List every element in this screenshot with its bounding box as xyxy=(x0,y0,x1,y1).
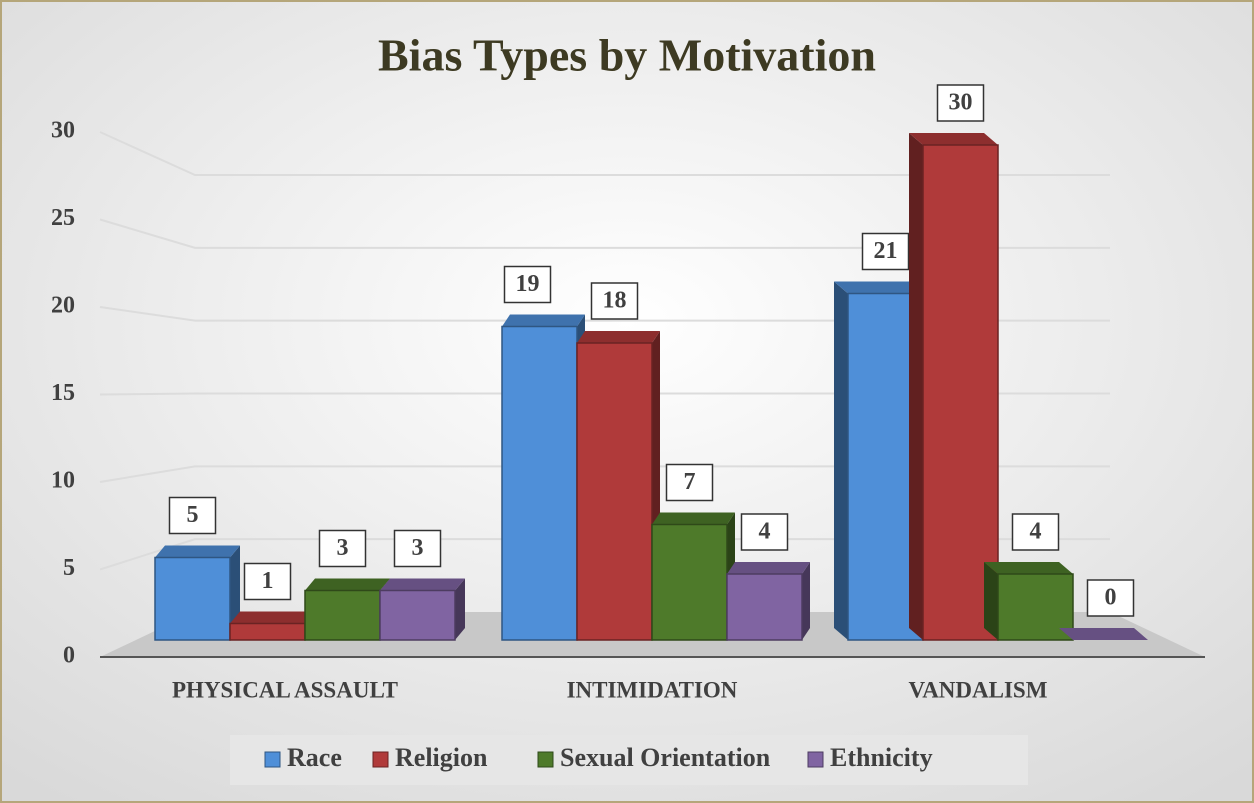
bar xyxy=(726,573,803,641)
x-tick-label: INTIMIDATION xyxy=(567,677,738,702)
value-label: 4 xyxy=(1030,519,1042,545)
y-tick-label: 0 xyxy=(63,643,75,669)
y-tick-label: 30 xyxy=(51,118,75,144)
value-label-box xyxy=(168,496,217,535)
value-label: 1 xyxy=(262,568,274,594)
bar-top xyxy=(230,611,315,624)
y-tick-label: 15 xyxy=(51,380,75,406)
value-label: 21 xyxy=(874,238,898,264)
y-tick-label: 5 xyxy=(63,555,75,581)
bar-top xyxy=(652,512,735,525)
grid-line xyxy=(99,392,1110,396)
bar-side xyxy=(909,133,923,640)
value-label: 7 xyxy=(684,469,696,495)
bar-top xyxy=(305,578,390,591)
grid-line xyxy=(99,538,1110,571)
bar xyxy=(922,144,999,641)
y-tick-label: 25 xyxy=(51,205,75,231)
bar-top xyxy=(909,133,998,145)
value-label: 3 xyxy=(412,535,424,561)
legend-label: Ethnicity xyxy=(830,743,933,772)
bar-top xyxy=(502,314,585,327)
bar-side xyxy=(455,578,465,640)
x-tick-label: VANDALISM xyxy=(909,677,1048,702)
legend-swatch xyxy=(537,751,554,768)
legend-label: Sexual Orientation xyxy=(560,743,771,772)
bar-side xyxy=(984,562,998,640)
value-label: 4 xyxy=(759,519,771,545)
value-label-box xyxy=(1086,579,1135,617)
value-label: 30 xyxy=(949,90,973,116)
value-label-box xyxy=(740,513,789,551)
value-label-box xyxy=(665,463,714,502)
legend-label: Religion xyxy=(395,743,488,772)
bar xyxy=(651,523,728,641)
value-label: 19 xyxy=(516,271,540,297)
legend-label: Race xyxy=(287,743,342,772)
value-label-box xyxy=(1011,513,1060,551)
value-label-box xyxy=(590,282,639,320)
bar-top xyxy=(380,578,465,591)
legend-swatch xyxy=(264,751,281,768)
y-tick-label: 20 xyxy=(51,293,75,319)
bar-top xyxy=(155,545,240,558)
bar xyxy=(154,556,231,641)
bar xyxy=(576,342,653,641)
value-label-box xyxy=(861,232,910,271)
bar xyxy=(229,622,306,641)
x-tick-label: PHYSICAL ASSAULT xyxy=(172,677,398,702)
value-label: 18 xyxy=(603,288,627,314)
value-label-box xyxy=(393,529,442,568)
bar xyxy=(501,325,578,641)
bar-side xyxy=(802,562,810,640)
legend-swatch xyxy=(807,751,824,768)
value-label-box xyxy=(318,529,367,568)
value-label: 5 xyxy=(187,502,199,528)
bar-side xyxy=(834,281,848,640)
bar-top xyxy=(984,562,1073,574)
value-label: 0 xyxy=(1105,585,1117,611)
bar-top xyxy=(577,331,660,343)
value-label-box xyxy=(936,84,985,122)
bar xyxy=(379,589,456,641)
value-label-box xyxy=(503,265,552,304)
bar-top xyxy=(1059,628,1148,640)
value-label-box xyxy=(243,562,292,601)
bar xyxy=(304,589,381,641)
bar-top xyxy=(727,562,810,574)
legend-swatch xyxy=(372,751,389,768)
bar-top xyxy=(834,281,923,294)
legend xyxy=(230,735,1028,785)
y-tick-label: 10 xyxy=(51,468,75,494)
grid-line xyxy=(99,306,1110,322)
chart-title: Bias Types by Motivation xyxy=(378,30,876,81)
grid-line xyxy=(99,218,1110,249)
value-label: 3 xyxy=(337,535,349,561)
grid-line xyxy=(99,465,1110,483)
grid-line xyxy=(99,131,1110,176)
